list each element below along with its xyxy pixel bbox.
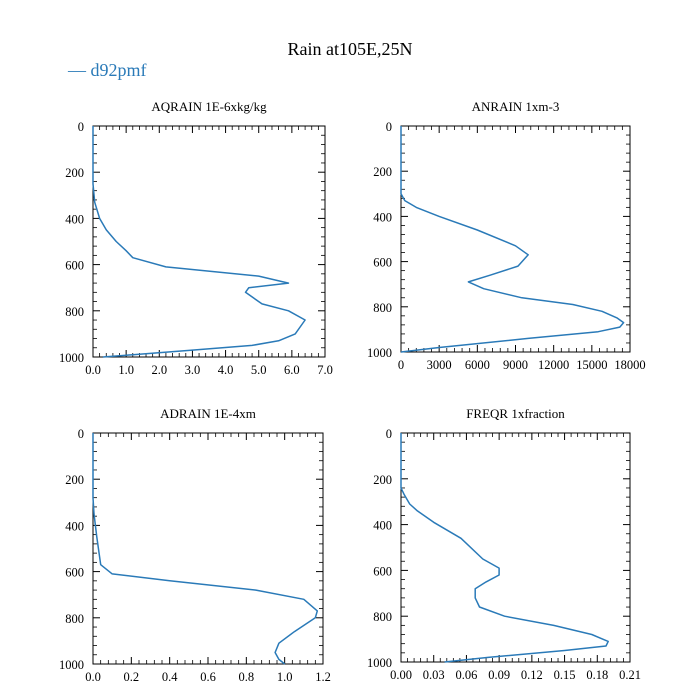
x-tick-label: 0.6: [200, 670, 216, 684]
y-tick-label: 600: [373, 564, 392, 578]
x-tick-label: 0.21: [619, 668, 641, 682]
x-tick-label: 1.2: [315, 670, 331, 684]
y-tick-label: 400: [65, 212, 84, 226]
chart-title: FREQR 1xfraction: [466, 406, 565, 421]
chart-panel-3: ADRAIN 1E-4xm 0.0 0.2 0.4 0.6 0.8 1.0 1.2 0 200 40…: [59, 406, 331, 684]
y-tick-label: 800: [65, 305, 84, 319]
y-tick-label: 1000: [367, 346, 392, 360]
y-tick-label: 0: [78, 427, 84, 441]
chart-panel-1: AQRAIN 1E-6xkg/kg 0.0 1.0 2.0 3.0 4.0 5.0 6.0 7.…: [59, 99, 333, 377]
plot-frame: [400, 432, 631, 663]
y-tick-label: 600: [65, 259, 84, 273]
x-tick-label: 3.0: [185, 363, 201, 377]
series-line-d92pmf: [92, 433, 319, 665]
x-tick-label: 7.0: [317, 363, 333, 377]
y-tick-label: 400: [373, 519, 392, 533]
plot-frame: [92, 125, 326, 358]
y-tick-label: 0: [386, 120, 392, 134]
x-tick-label: 0.4: [162, 670, 178, 684]
x-tick-label: 3000: [427, 358, 452, 372]
x-tick-label: 0.12: [521, 668, 543, 682]
y-tick-label: 600: [373, 256, 392, 270]
x-tick-label: 0.00: [390, 668, 412, 682]
y-tick-label: 200: [373, 165, 392, 179]
legend-entry: — d92pmf: [67, 60, 147, 80]
x-tick-label: 5.0: [251, 363, 267, 377]
y-tick-label: 800: [65, 612, 84, 626]
x-tick-label: 4.0: [218, 363, 234, 377]
x-tick-label: 6000: [465, 358, 490, 372]
y-tick-label: 200: [65, 166, 84, 180]
y-tick-label: 1000: [59, 658, 84, 672]
y-tick-label: 600: [65, 566, 84, 580]
series-line-d92pmf: [92, 126, 306, 358]
x-tick-label: 0.15: [554, 668, 576, 682]
y-tick-label: 1000: [59, 351, 84, 365]
y-tick-label: 0: [386, 427, 392, 441]
x-tick-label: 0.8: [239, 670, 255, 684]
y-tick-label: 800: [373, 610, 392, 624]
x-tick-label: 0: [398, 358, 404, 372]
chart-panel-2: ANRAIN 1xm-30 3000 6000 9000 12000 15000 18000…: [367, 99, 646, 372]
x-tick-label: 9000: [503, 358, 528, 372]
chart-panel-4: FREQR 1xfraction 0.00 0.03 0.06 0.09 0.12 0.15…: [367, 406, 641, 682]
chart-title: ANRAIN 1xm-3: [472, 99, 560, 114]
series-line-d92pmf: [400, 126, 625, 353]
plot-frame: [92, 432, 324, 665]
x-tick-label: 2.0: [151, 363, 167, 377]
x-tick-label: 0.2: [124, 670, 140, 684]
y-tick-label: 400: [65, 519, 84, 533]
x-tick-label: 0.06: [455, 668, 477, 682]
y-tick-label: 400: [373, 210, 392, 224]
y-tick-label: 0: [78, 120, 84, 134]
y-tick-label: 800: [373, 301, 392, 315]
x-tick-label: 0.03: [423, 668, 445, 682]
x-tick-label: 1.0: [277, 670, 293, 684]
x-tick-label: 18000: [614, 358, 645, 372]
x-tick-label: 15000: [576, 358, 607, 372]
x-tick-label: 0.09: [488, 668, 510, 682]
y-tick-label: 1000: [367, 656, 392, 670]
x-tick-label: 12000: [538, 358, 569, 372]
chart-title: AQRAIN 1E-6xkg/kg: [151, 99, 267, 114]
series-line-d92pmf: [400, 433, 609, 663]
x-tick-label: 0.18: [586, 668, 608, 682]
x-tick-label: 6.0: [284, 363, 300, 377]
figure-title: Rain at105E,25N: [288, 39, 413, 59]
x-tick-label: 1.0: [118, 363, 134, 377]
chart-title: ADRAIN 1E-4xm: [160, 406, 256, 421]
y-tick-label: 200: [373, 473, 392, 487]
y-tick-label: 200: [65, 473, 84, 487]
x-tick-label: 0.0: [85, 670, 101, 684]
x-tick-label: 0.0: [85, 363, 101, 377]
plot-frame: [400, 125, 631, 353]
